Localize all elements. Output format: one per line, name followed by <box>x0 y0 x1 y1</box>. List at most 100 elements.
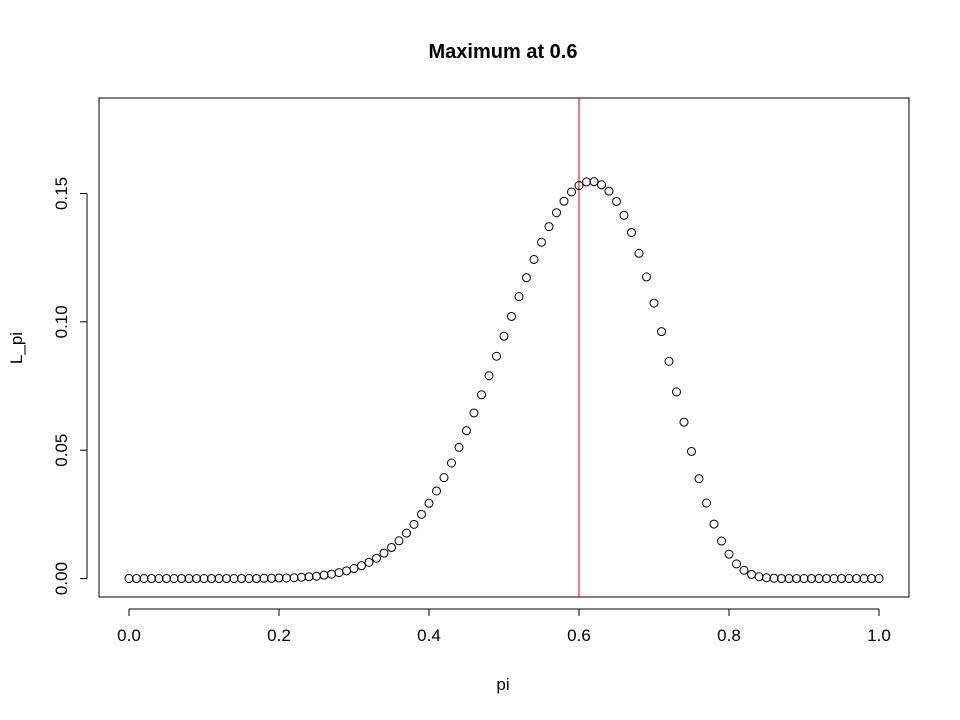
y-axis-label: L_pi <box>7 332 26 364</box>
data-point <box>364 557 374 567</box>
data-point <box>544 222 554 232</box>
data-point <box>604 186 614 196</box>
data-point <box>777 574 786 584</box>
y-tick-label: 0.00 <box>52 562 71 595</box>
data-point <box>762 573 771 583</box>
data-point <box>447 458 456 468</box>
data-point <box>754 572 764 582</box>
data-point <box>792 574 801 584</box>
data-point <box>499 331 509 341</box>
data-point <box>507 311 516 321</box>
data-point <box>327 569 336 579</box>
data-point <box>357 561 366 571</box>
data-point <box>199 574 209 584</box>
data-point <box>844 574 854 584</box>
data-point <box>769 573 779 583</box>
data-point <box>634 248 644 258</box>
data-point <box>484 371 494 381</box>
data-point <box>297 572 306 582</box>
data-point <box>649 298 659 308</box>
data-point <box>424 498 434 508</box>
data-point <box>694 474 704 484</box>
chart-title: Maximum at 0.6 <box>429 41 578 63</box>
data-point <box>147 574 156 584</box>
data-point <box>184 574 194 584</box>
data-point <box>432 486 441 496</box>
data-point <box>829 574 839 584</box>
data-point <box>477 390 486 400</box>
data-point <box>139 574 149 584</box>
data-point <box>207 574 216 584</box>
x-tick-label: 0.4 <box>417 626 441 645</box>
plot-frame <box>98 97 910 598</box>
data-point <box>514 292 524 302</box>
data-point <box>612 196 621 206</box>
data-point <box>222 574 231 584</box>
data-point <box>784 574 794 584</box>
data-point <box>822 574 831 584</box>
data-point <box>372 553 381 563</box>
data-point <box>417 509 426 519</box>
data-point <box>274 573 284 583</box>
data-point <box>619 210 629 220</box>
data-point <box>702 498 711 508</box>
y-tick-label: 0.05 <box>52 434 71 467</box>
data-point <box>642 272 651 282</box>
data-point <box>214 574 224 584</box>
data-point <box>267 573 276 583</box>
data-point <box>334 568 344 578</box>
data-point <box>229 574 239 584</box>
data-point <box>597 180 606 190</box>
data-point <box>867 574 876 584</box>
data-point <box>154 574 164 584</box>
data-point <box>627 228 636 238</box>
data-point <box>244 574 254 584</box>
data-point <box>169 574 179 584</box>
data-point <box>282 573 291 583</box>
data-point <box>874 574 884 584</box>
data-point <box>312 571 321 581</box>
data-point <box>319 570 329 580</box>
data-point <box>732 559 741 569</box>
data-point <box>387 542 396 552</box>
data-point <box>304 572 314 582</box>
data-point <box>589 177 599 187</box>
data-point <box>814 574 824 584</box>
x-tick-label: 0.8 <box>717 626 741 645</box>
x-tick-label: 0.0 <box>117 626 141 645</box>
data-point <box>492 351 501 361</box>
data-point <box>552 208 561 218</box>
data-point <box>439 473 449 483</box>
data-point <box>679 417 689 427</box>
data-point <box>574 181 584 191</box>
data-point <box>529 254 539 264</box>
y-tick-label: 0.15 <box>52 177 71 210</box>
x-tick-label: 0.2 <box>267 626 291 645</box>
data-point <box>177 574 186 584</box>
data-point <box>567 187 576 197</box>
data-point <box>859 574 869 584</box>
data-point <box>739 565 749 575</box>
data-points <box>124 177 884 584</box>
x-axis: 0.0 0.2 0.4 0.6 0.8 1.0 <box>117 608 891 645</box>
data-point <box>799 574 809 584</box>
data-point <box>162 574 171 584</box>
data-point <box>747 569 756 579</box>
data-point <box>807 574 816 584</box>
data-point <box>342 566 351 576</box>
data-point <box>252 574 261 584</box>
data-point <box>402 528 411 538</box>
data-point <box>717 536 726 546</box>
data-point <box>409 519 419 529</box>
data-point <box>124 574 134 584</box>
data-point <box>559 196 569 206</box>
x-tick-label: 0.6 <box>567 626 591 645</box>
x-tick-label: 1.0 <box>867 626 891 645</box>
data-point <box>687 446 696 456</box>
data-point <box>192 574 201 584</box>
data-point <box>289 573 299 583</box>
y-tick-label: 0.10 <box>52 305 71 338</box>
data-point <box>132 574 141 584</box>
data-point <box>522 273 531 283</box>
